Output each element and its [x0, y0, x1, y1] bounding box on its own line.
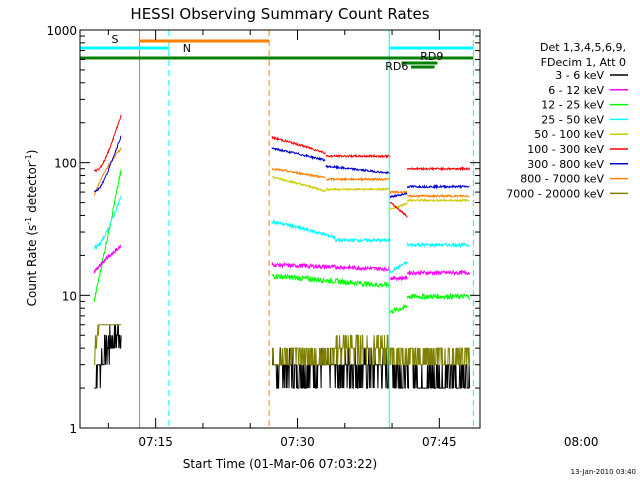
orbit-label-s: S — [111, 33, 118, 46]
y-tick-label: 1000 — [46, 24, 77, 38]
orbit-label-rd9: RD9 — [420, 50, 443, 63]
trace-100-300-kev — [271, 135, 326, 155]
y-axis: 1 10 100 1000 — [46, 24, 480, 436]
trace-800-7000-kev — [389, 189, 408, 195]
trace-300-800-kev — [325, 164, 391, 175]
trace-12-25-kev — [389, 303, 408, 314]
trace-7000-20000-kev — [94, 324, 122, 366]
chart-title: HESSI Observing Summary Count Rates — [130, 5, 429, 23]
plot-data-layer — [93, 114, 471, 389]
legend-label: 7000 - 20000 keV — [506, 187, 604, 200]
trace-12-25-kev — [406, 292, 471, 301]
trace-100-300-kev — [406, 166, 471, 172]
y-tick-label: 10 — [62, 289, 77, 303]
trace-6-12-kev — [406, 269, 471, 277]
trace-12-25-kev — [372, 281, 391, 289]
y-label-part-1: Count Rate (s — [25, 225, 39, 307]
trace-50-100-kev — [325, 187, 391, 192]
trace-7000-20000-kev — [392, 347, 471, 366]
y-tick-label: 1 — [69, 422, 77, 436]
orbit-bars-layer: S N RD9 RD6 — [80, 33, 474, 73]
trace-100-300-kev — [389, 201, 408, 218]
legend: Det 1,3,4,5,6,9, FDecim 1, Att 0 3 - 6 k… — [506, 41, 628, 200]
trace-6-12-kev — [271, 261, 391, 273]
trace-12-25-kev — [271, 273, 374, 288]
trace-25-50-kev — [406, 241, 470, 249]
trace-50-100-kev — [406, 197, 470, 204]
trace-50-100-kev — [271, 175, 326, 193]
orbit-label-rd6: RD6 — [385, 60, 408, 73]
trace-25-50-kev — [271, 218, 336, 240]
y-label-sup-2: -1 — [24, 154, 33, 162]
trace-6-12-kev — [390, 274, 408, 282]
legend-label: 800 - 7000 keV — [520, 173, 604, 186]
trace-25-50-kev — [334, 236, 391, 244]
y-axis-label: Count Rate (s-1 detector-1) — [24, 150, 39, 307]
trace-300-800-kev — [271, 147, 326, 162]
legend-label: 300 - 800 keV — [527, 158, 604, 171]
trace-300-800-kev — [389, 191, 408, 199]
trace-6-12-kev — [93, 244, 122, 274]
trace-50-100-kev — [389, 201, 408, 211]
trace-7000-20000-kev — [271, 334, 393, 366]
legend-header-line-2: FDecim 1, Att 0 — [541, 56, 626, 69]
plot-frame — [79, 29, 481, 429]
orbit-label-n: N — [183, 42, 191, 55]
legend-label: 3 - 6 keV — [555, 69, 604, 82]
x-tick-label: 07:30 — [280, 435, 315, 449]
x-tick-label: 08:00 — [564, 435, 599, 449]
y-label-sup-1: -1 — [24, 217, 33, 225]
trace-800-7000-kev — [325, 176, 391, 182]
trace-800-7000-kev — [93, 147, 122, 196]
trace-25-50-kev — [389, 261, 408, 274]
legend-label: 50 - 100 keV — [534, 128, 604, 141]
legend-label: 6 - 12 keV — [548, 84, 604, 97]
trace-300-800-kev — [93, 135, 122, 193]
trace-12-25-kev — [93, 169, 122, 303]
x-axis-label: Start Time (01-Mar-06 07:03:22) — [183, 457, 377, 471]
legend-header-line-1: Det 1,3,4,5,6,9, — [540, 41, 626, 54]
trace-100-300-kev — [325, 153, 391, 159]
trace-25-50-kev — [94, 195, 122, 250]
y-label-part-2: detector — [25, 162, 39, 217]
trace-800-7000-kev — [271, 167, 326, 179]
y-tick-label: 100 — [54, 157, 77, 171]
x-tick-label: 07:45 — [422, 435, 457, 449]
trace-3-6-kev — [94, 324, 122, 389]
trace-100-300-kev — [93, 114, 122, 173]
legend-label: 12 - 25 keV — [541, 99, 604, 112]
y-label-part-3: ) — [25, 150, 39, 155]
legend-label: 100 - 300 keV — [527, 143, 604, 156]
footer-timestamp: 13-Jan-2010 03:40 — [571, 468, 636, 476]
legend-label: 25 - 50 keV — [541, 113, 604, 126]
trace-300-800-kev — [406, 183, 470, 190]
x-tick-label: 07:15 — [138, 435, 173, 449]
trace-800-7000-kev — [407, 193, 470, 199]
